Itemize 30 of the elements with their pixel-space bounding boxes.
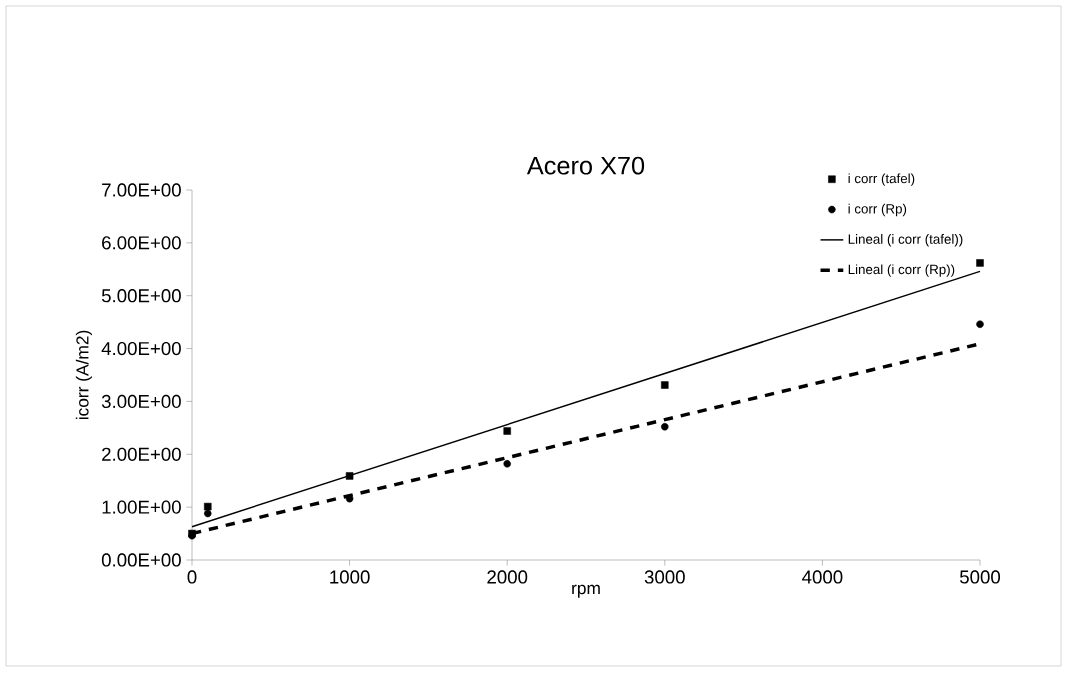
- x-tick-label: 1000: [330, 570, 370, 584]
- x-axis-title: rpm: [572, 584, 600, 598]
- y-tick-label: 4.00E+00: [101, 341, 181, 356]
- y-tick-label: 1.00E+00: [102, 500, 181, 514]
- point: [503, 427, 511, 435]
- x-tick-label: 3000: [644, 570, 685, 584]
- x-tick-label: 2000: [487, 570, 528, 584]
- point: [976, 320, 984, 328]
- legend-label: Lineal (i corr (tafel)): [848, 234, 963, 247]
- x-tick-label: 5000: [959, 570, 1001, 584]
- point: [503, 460, 511, 468]
- y-tick-label: 2.00E+00: [102, 447, 181, 461]
- point: [204, 509, 212, 518]
- point: [345, 472, 354, 480]
- y-axis-title: icorr (A/m2): [75, 330, 93, 420]
- legend-label: i corr (tafel): [848, 173, 915, 186]
- y-tick-label: 7.00E+00: [102, 183, 181, 197]
- x-tick-label: 4000: [802, 570, 843, 584]
- y-tick-label: 5.00E+00: [101, 289, 181, 303]
- point: [204, 502, 212, 511]
- y-tick-label: 6.00E+00: [102, 236, 181, 250]
- x-tick-label: 0: [187, 570, 197, 584]
- chart-title: Acero X70: [526, 156, 645, 175]
- point: [661, 381, 669, 389]
- point: [976, 259, 984, 267]
- y-tick-label: 3.00E+00: [101, 394, 181, 409]
- legend-label: Lineal (i corr (Rp)): [848, 264, 955, 277]
- point: [661, 423, 669, 431]
- y-tick-label: 0.00E+00: [101, 553, 181, 567]
- legend-label: i corr (Rp): [848, 203, 907, 217]
